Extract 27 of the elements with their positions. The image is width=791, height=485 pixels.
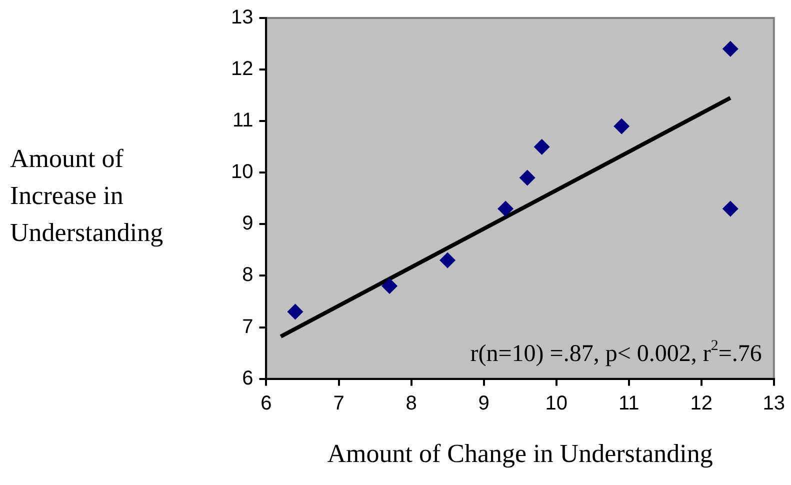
y-tick-label: 9 <box>242 212 254 235</box>
x-tick-label: 10 <box>545 392 568 414</box>
x-tick-label: 7 <box>333 392 344 414</box>
point <box>440 252 456 268</box>
x-tick-label: 12 <box>690 392 712 414</box>
point <box>722 40 738 57</box>
x-axis-title: Amount of Change in Understanding <box>327 439 713 468</box>
y-tick-label: 12 <box>230 58 254 80</box>
y-tick-label: 11 <box>232 110 254 132</box>
y-tick-label: 7 <box>242 316 254 338</box>
y-tick-label: 13 <box>230 6 254 29</box>
point <box>382 278 398 294</box>
point <box>722 200 738 217</box>
x-tick-label: 13 <box>762 392 785 414</box>
point <box>498 200 514 217</box>
point <box>614 118 630 134</box>
y-tick-label: 8 <box>242 264 254 286</box>
y-tick-label: 10 <box>230 161 254 184</box>
point <box>519 170 536 186</box>
x-tick-label: 6 <box>260 392 272 414</box>
y-axis-title: Amount of Increase in Understanding <box>10 143 164 249</box>
x-tick-label: 9 <box>478 392 490 414</box>
x-tick-label: 8 <box>406 392 417 414</box>
point <box>287 304 304 320</box>
y-tick-label: 6 <box>242 367 254 390</box>
point <box>534 138 550 155</box>
x-tick-label: 11 <box>618 392 640 414</box>
